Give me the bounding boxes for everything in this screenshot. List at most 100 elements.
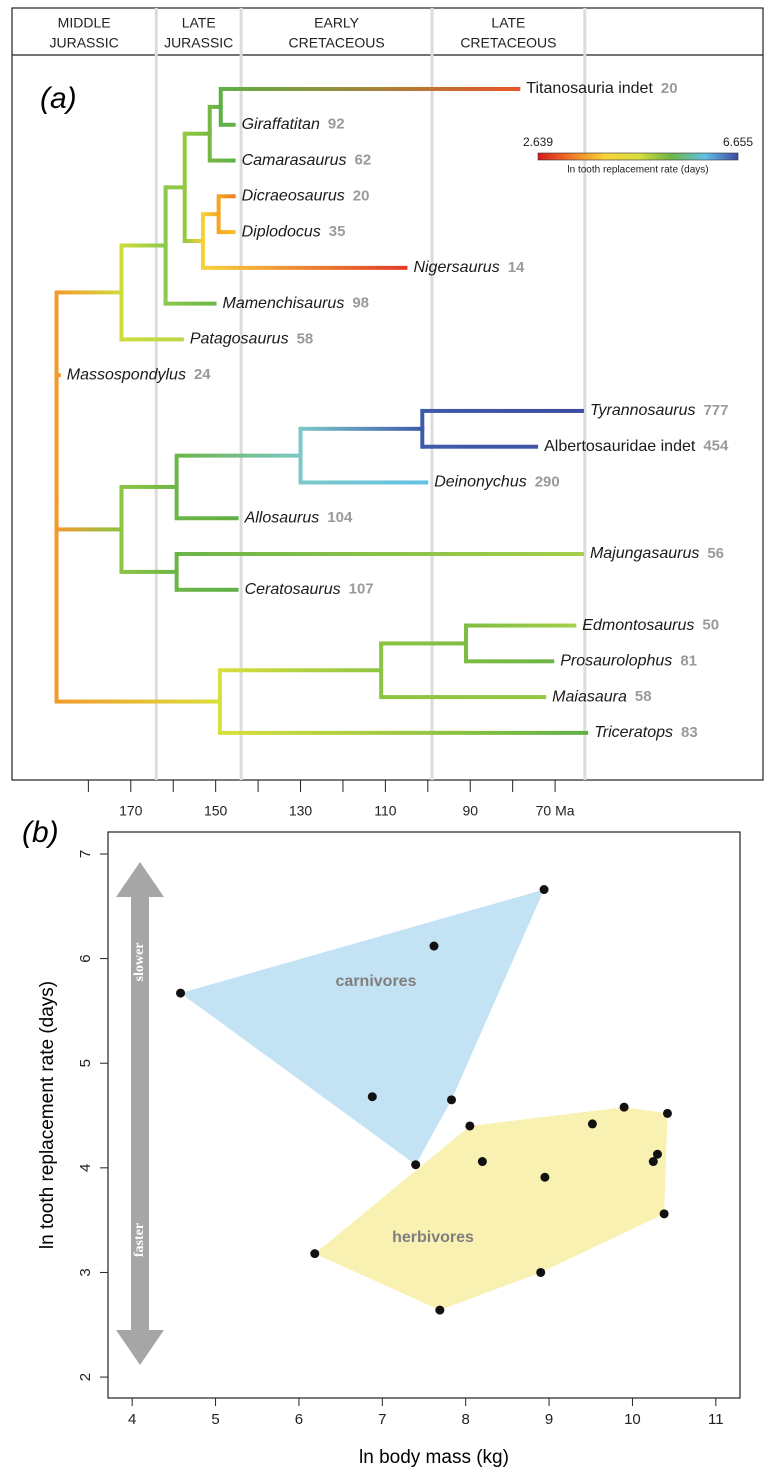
rate-arrow [116, 862, 164, 1365]
x-tick-label: 6 [295, 1411, 303, 1428]
period-label: MIDDLE [58, 15, 111, 31]
taxon-label: Diplodocus [242, 223, 321, 240]
data-point [477, 1157, 487, 1167]
panel-label: (b) [22, 816, 59, 849]
taxon-label: Titanosauria indet [526, 80, 653, 97]
x-tick-label: 5 [211, 1411, 219, 1428]
branch [121, 337, 184, 342]
colorbar-max: 6.655 [723, 135, 753, 149]
x-tick-label: 8 [462, 1411, 470, 1428]
taxon-count: 20 [353, 187, 370, 204]
taxon-count: 35 [329, 223, 346, 240]
period-label: JURASSIC [50, 35, 119, 51]
taxon-label: Tyrannosaurus [590, 402, 696, 419]
colorbar [537, 152, 739, 161]
x-tick-label: 9 [545, 1411, 553, 1428]
branch [121, 569, 177, 574]
data-point [435, 1305, 445, 1315]
taxon-count: 20 [661, 80, 678, 97]
branch [56, 527, 122, 532]
arrow-label: slower [132, 943, 147, 982]
group-label: carnivores [336, 973, 417, 990]
taxon-count: 14 [508, 259, 525, 276]
taxon-label: Deinonychus [434, 474, 526, 491]
branch [56, 699, 220, 704]
branch [176, 552, 584, 557]
x-tick-label: 130 [289, 803, 313, 819]
period-label: LATE [182, 15, 216, 31]
taxon-count: 92 [328, 116, 345, 133]
taxon-count: 24 [194, 366, 211, 383]
period-label: LATE [491, 15, 525, 31]
branch [220, 122, 236, 127]
data-point [411, 1160, 421, 1170]
taxon-count: 62 [355, 152, 372, 169]
x-tick-label: 70 Ma [536, 803, 575, 819]
branch [218, 230, 236, 235]
taxon-label: Giraffatitan [242, 116, 320, 133]
branch [381, 695, 547, 700]
data-point [539, 885, 549, 895]
branch [219, 730, 589, 735]
arrow-label: faster [132, 1223, 147, 1257]
branch [165, 301, 217, 306]
taxon-label: Edmontosaurus [582, 617, 694, 634]
taxon-count: 56 [707, 545, 724, 562]
y-tick-label: 5 [77, 1059, 94, 1067]
taxon-label: Nigersaurus [413, 259, 499, 276]
hulls [180, 889, 668, 1311]
y-tick-label: 2 [77, 1373, 94, 1381]
y-axis-label: ln tooth replacement rate (days) [37, 981, 58, 1249]
x-tick-label: 11 [708, 1411, 724, 1428]
data-point [652, 1149, 662, 1159]
data-point [587, 1119, 597, 1129]
data-point [659, 1209, 669, 1219]
tree-frame [11, 7, 764, 781]
branch [176, 453, 301, 458]
data-point [310, 1249, 320, 1259]
x-tick-label: 90 [462, 803, 478, 819]
taxon-label: Triceratops [594, 724, 673, 741]
tree [54, 87, 589, 735]
x-axis-label: ln body mass (kg) [359, 1447, 509, 1468]
x-tick-label: 7 [378, 1411, 386, 1428]
branch [176, 516, 239, 521]
branch [300, 426, 423, 431]
panel-label: (a) [40, 82, 77, 115]
period-label: CRETACEOUS [288, 35, 384, 51]
taxon-label: Maiasaura [552, 688, 627, 705]
taxon-count: 290 [535, 473, 560, 490]
branch [218, 194, 236, 199]
branch [184, 131, 210, 136]
taxon-label: Ceratosaurus [245, 581, 341, 598]
data-point [465, 1121, 475, 1131]
group-hull [314, 1107, 668, 1311]
branch [422, 408, 584, 413]
taxon-label: Prosaurolophus [560, 653, 672, 670]
y-tick-label: 7 [77, 850, 94, 858]
taxon-label: Camarasaurus [242, 152, 347, 169]
taxon-label: Majungasaurus [590, 545, 699, 562]
x-tick-label: 150 [204, 803, 228, 819]
branch [300, 480, 429, 485]
data-point [662, 1108, 672, 1118]
branch [202, 265, 408, 270]
branch [176, 587, 239, 592]
branch [465, 659, 555, 664]
plot-frame [107, 831, 741, 1399]
colorbar-min: 2.639 [523, 135, 553, 149]
period-label: EARLY [314, 15, 360, 31]
data-point [429, 941, 439, 951]
branch [209, 158, 236, 163]
x-tick-label: 10 [624, 1411, 641, 1428]
taxon-count: 50 [702, 617, 719, 634]
taxon-count: 58 [297, 330, 314, 347]
branch [121, 243, 166, 248]
taxon-label: Patagosaurus [190, 331, 289, 348]
group-hull [180, 889, 545, 1165]
period-label: CRETACEOUS [460, 35, 556, 51]
arrow-shaft [131, 895, 149, 1332]
taxon-count: 104 [327, 509, 353, 526]
taxon-count: 83 [681, 724, 698, 741]
